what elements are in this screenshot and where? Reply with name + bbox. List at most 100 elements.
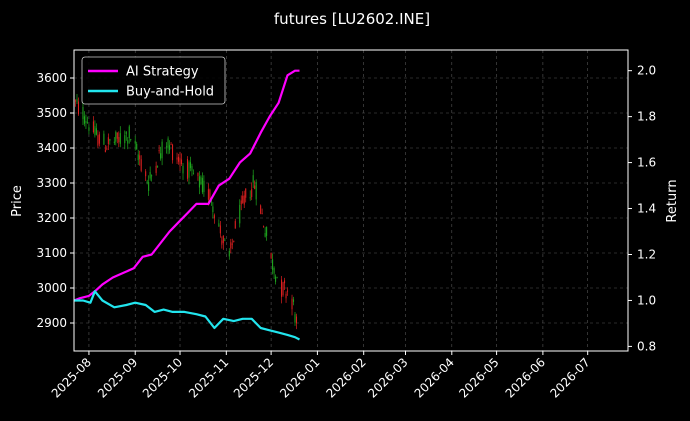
candle-body [155, 165, 157, 173]
candle-body [130, 138, 132, 140]
candle-body [192, 173, 194, 175]
plot-frame [73, 49, 629, 352]
candle-body [106, 148, 108, 150]
candle-body [103, 133, 105, 145]
legend: AI Strategy Buy-and-Hold [81, 56, 226, 105]
candle-body [118, 136, 120, 143]
candle-body [295, 316, 298, 324]
candle-body [109, 139, 111, 141]
candle-body [139, 155, 141, 160]
candle-body [125, 131, 127, 135]
price-axis: 2900 3000 3100 3200 3300 3400 3500 3600 [36, 71, 74, 330]
candle-body [203, 180, 205, 192]
candle-body [251, 188, 253, 198]
candle-body [127, 140, 129, 144]
price-tick-label: 3400 [36, 141, 67, 155]
candle-body [77, 101, 80, 115]
candle-body [270, 252, 272, 259]
candle-body [145, 171, 147, 177]
candle-body [161, 141, 163, 159]
candle-body [209, 189, 211, 202]
return-tick-label: 1.8 [637, 110, 656, 124]
legend-label: Buy-and-Hold [126, 85, 214, 100]
candle-body [275, 276, 277, 282]
candle-body [172, 144, 174, 161]
candle-body [266, 226, 268, 236]
candle-body [182, 165, 184, 174]
candle-body [242, 195, 244, 203]
candle-body [228, 250, 230, 257]
candle-body [224, 239, 226, 241]
candle-body [200, 176, 202, 185]
candle-body [191, 165, 193, 171]
series-line-buy-and-hold [74, 290, 301, 341]
candle-body [186, 159, 189, 179]
candle-body [115, 131, 117, 142]
candle-body [210, 200, 212, 203]
candle-body [231, 243, 233, 245]
candle-body [294, 314, 296, 323]
candle-body [166, 146, 168, 148]
candle-body [97, 135, 99, 146]
candle-body [243, 195, 245, 205]
return-tick-label: 1.2 [637, 247, 656, 261]
return-lines [73, 69, 301, 341]
series-line-ai-strategy [73, 69, 300, 302]
candle-body [119, 133, 121, 144]
candle-body [178, 156, 180, 162]
candle-body [134, 141, 136, 144]
return-tick-label: 1.0 [637, 293, 656, 307]
candle-body [207, 189, 209, 200]
candle-body [92, 121, 94, 133]
candle-body [94, 126, 96, 136]
chart-title: futures [LU2602.INE] [274, 10, 430, 28]
candle-body [281, 279, 283, 297]
candle-body [98, 134, 100, 144]
price-tick-label: 3500 [36, 106, 67, 120]
candle-body [264, 233, 266, 237]
price-tick-label: 3100 [36, 246, 67, 260]
price-candles [73, 93, 298, 330]
candle-body [146, 181, 148, 183]
return-tick-label: 1.6 [637, 156, 656, 170]
candle-body [107, 137, 109, 145]
candle-body [222, 235, 224, 243]
candle-body [151, 175, 153, 177]
candle-body [198, 176, 200, 188]
candle-body [254, 185, 256, 189]
candle-body [245, 188, 247, 198]
candle-body [157, 166, 159, 168]
candle-body [230, 242, 232, 249]
return-axis: 0.8 1.0 1.2 1.4 1.6 1.8 2.0 [628, 64, 656, 353]
candle-body [188, 162, 190, 178]
candle-body [82, 106, 84, 120]
candle-body [86, 122, 88, 124]
candle-body [240, 200, 242, 205]
price-tick-label: 3000 [36, 281, 67, 295]
return-tick-label: 0.8 [637, 339, 656, 353]
return-tick-label: 1.4 [637, 202, 656, 216]
candle-body [176, 157, 178, 160]
candle-body [160, 153, 162, 159]
candle-body [219, 225, 221, 234]
candle-body [167, 138, 169, 149]
price-axis-label: Price [10, 185, 25, 217]
candle-body [95, 128, 97, 135]
candle-body [201, 177, 203, 193]
legend-box [81, 56, 226, 105]
candle-body [213, 215, 215, 219]
candle-body [239, 204, 241, 224]
candle-body [170, 143, 172, 145]
candle-body [180, 159, 183, 165]
candle-body [272, 259, 274, 270]
candle-body [124, 135, 126, 144]
return-tick-label: 2.0 [637, 64, 656, 78]
candle-body [149, 172, 151, 179]
candle-body [273, 267, 275, 274]
candle-body [291, 298, 293, 310]
candle-body [88, 127, 90, 131]
candle-body [113, 141, 115, 143]
candle-body [136, 143, 138, 150]
price-tick-label: 3300 [36, 176, 67, 190]
